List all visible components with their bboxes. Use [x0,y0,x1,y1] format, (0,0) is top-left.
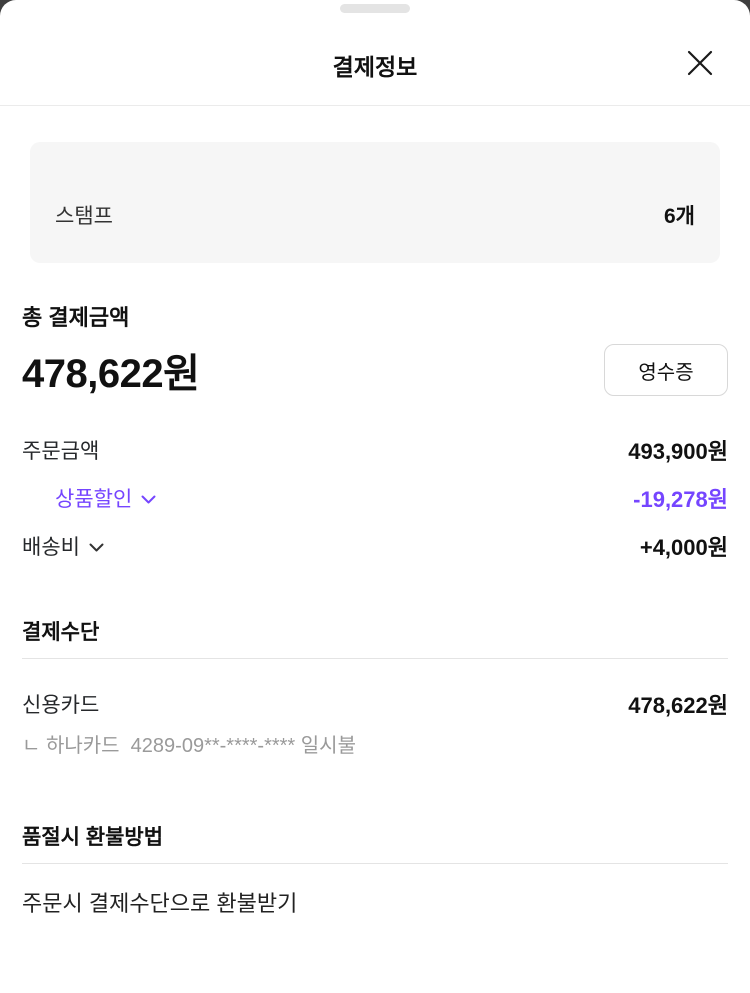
refund-method-text: 주문시 결제수단으로 환불받기 [22,891,298,916]
payment-method-section: 결제수단 신용카드 478,622원 ㄴ 하나카드 4289-09**-****… [22,616,728,758]
refund-method-heading: 품절시 환불방법 [22,821,728,864]
product-discount-value: -19,278원 [633,487,728,512]
order-amount-label: 주문금액 [22,440,100,463]
amount-breakdown: 주문금액 493,900원 상품할인 -19,278원 배송비 [22,436,728,560]
stamp-count: 6개 [664,205,695,228]
stamp-label: 스탬프 [55,205,113,228]
shipping-fee-toggle[interactable]: 배송비 [22,531,104,561]
refund-method-section: 품절시 환불방법 주문시 결제수단으로 환불받기 [22,821,728,918]
drag-handle[interactable] [340,4,410,13]
shipping-fee-label: 배송비 [22,536,80,559]
order-amount-row: 주문금액 493,900원 [22,436,728,464]
shipping-fee-row: 배송비 +4,000원 [22,532,728,560]
product-discount-label: 상품할인 [55,488,133,511]
stamp-card: 스탬프 6개 [30,142,720,263]
close-button[interactable] [680,43,720,83]
payment-method-amount: 478,622원 [628,693,728,718]
close-icon [685,48,715,78]
payment-method-name: 신용카드 [22,694,100,717]
order-amount-value: 493,900원 [628,439,728,464]
chevron-down-icon [141,495,156,505]
sheet-header: 결제정보 [0,0,750,106]
total-payment-label: 총 결제금액 [22,305,130,330]
total-payment-amount: 478,622원 [22,352,200,396]
card-detail: ㄴ 하나카드 4289-09**-****-**** 일시불 [22,735,356,757]
page-title: 결제정보 [332,54,418,80]
product-discount-toggle[interactable]: 상품할인 [55,483,156,513]
chevron-down-icon [89,543,104,553]
payment-method-heading: 결제수단 [22,616,728,659]
product-discount-row: 상품할인 -19,278원 [22,484,728,512]
total-payment-section: 총 결제금액 478,622원 영수증 [22,300,728,399]
shipping-fee-value: +4,000원 [639,535,728,560]
receipt-button[interactable]: 영수증 [604,344,728,396]
